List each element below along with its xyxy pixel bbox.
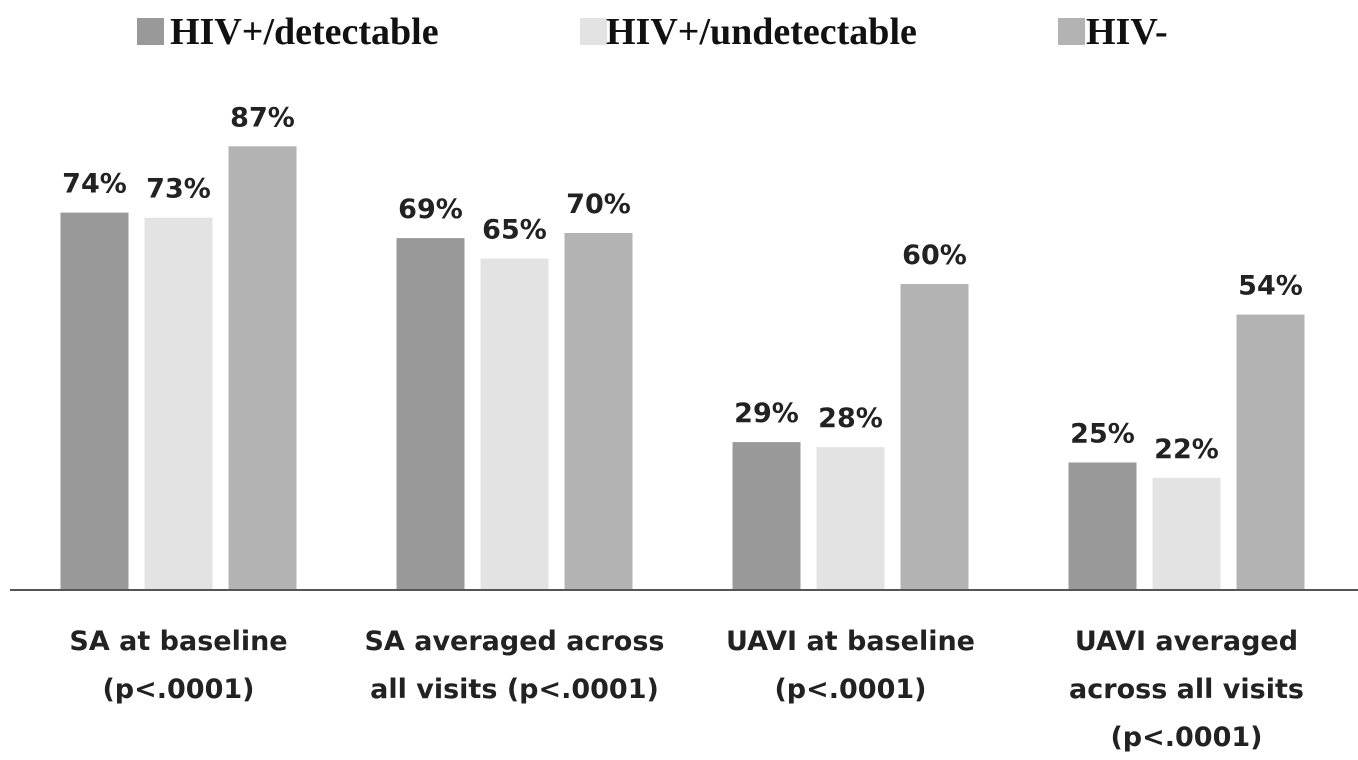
- legend-label: HIV+/detectable: [170, 11, 439, 53]
- bar: [564, 233, 633, 590]
- bar: [1068, 462, 1137, 590]
- data-label: 70%: [566, 189, 631, 220]
- data-label: 65%: [482, 215, 547, 246]
- data-label: 73%: [146, 174, 211, 205]
- data-label: 25%: [1070, 419, 1135, 450]
- bar: [228, 146, 297, 591]
- bar: [396, 238, 465, 590]
- x-tick-label: UAVI averaged across all visits (p<.0001…: [1069, 626, 1304, 753]
- data-label: 29%: [734, 398, 799, 429]
- legend-label: HIV+/undetectable: [606, 11, 917, 53]
- data-label: 54%: [1238, 271, 1303, 302]
- bar: [144, 217, 213, 590]
- legend-swatch: [1058, 18, 1085, 45]
- x-tick-label: SA averaged across all visits (p<.0001): [364, 626, 665, 705]
- data-label: 22%: [1154, 434, 1219, 465]
- legend-swatch: [137, 18, 164, 45]
- bar: [816, 447, 885, 590]
- bar: [1152, 477, 1221, 590]
- bar: [480, 258, 549, 590]
- legend-label: HIV-: [1086, 11, 1168, 53]
- data-label: 60%: [902, 240, 967, 271]
- x-tick-label: SA at baseline (p<.0001): [69, 626, 288, 705]
- data-label: 28%: [818, 403, 883, 434]
- bar: [900, 284, 969, 590]
- data-label: 74%: [62, 169, 127, 200]
- bar: [60, 212, 129, 590]
- bar: [1236, 314, 1305, 590]
- x-tick-label: UAVI at baseline (p<.0001): [726, 626, 975, 705]
- bar: [732, 442, 801, 590]
- data-label: 87%: [230, 102, 295, 133]
- legend-swatch: [580, 18, 607, 45]
- data-label: 69%: [398, 194, 463, 225]
